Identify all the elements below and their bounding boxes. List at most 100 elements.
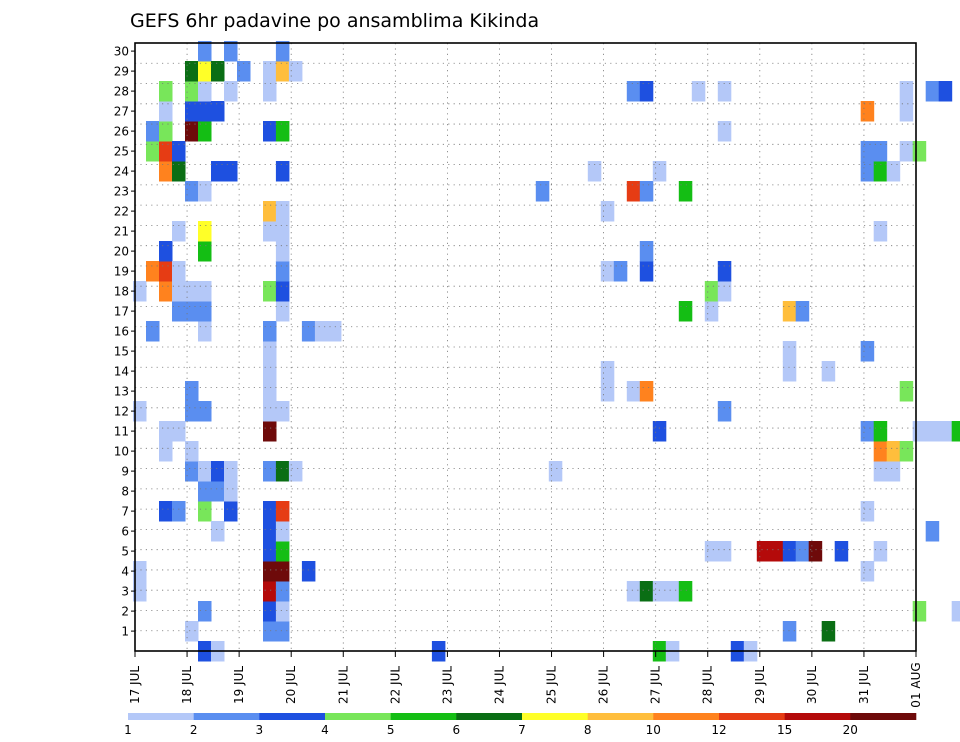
heatmap-cell (873, 141, 888, 162)
colorbar-label: 4 (321, 723, 329, 737)
heatmap-cell (172, 221, 186, 242)
heatmap-cell (899, 81, 914, 102)
heatmap-cell (198, 481, 212, 502)
heatmap-cell (314, 321, 329, 342)
heatmap-cell (185, 101, 199, 122)
heatmap-cell (224, 161, 238, 182)
heatmap-cell (834, 541, 849, 562)
heatmap-cell (275, 401, 290, 422)
x-tick-label: 26 JUL (597, 666, 611, 704)
heatmap-cell (263, 421, 277, 442)
heatmap-cell (652, 161, 667, 182)
heatmap-cell (198, 321, 212, 342)
heatmap-cell (821, 361, 836, 382)
colorbar-swatch (193, 713, 260, 720)
heatmap-cell (263, 341, 277, 362)
heatmap-cell (639, 581, 654, 602)
heatmap-cell (873, 541, 888, 562)
heatmap-cell (938, 421, 953, 442)
heatmap-cell (237, 61, 251, 82)
colorbar-swatch (850, 713, 917, 720)
heatmap-cell (899, 101, 914, 122)
heatmap-cell (275, 201, 290, 222)
heatmap-cell (172, 281, 186, 302)
y-tick-label: 18 (114, 285, 129, 299)
heatmap-cell (133, 581, 147, 602)
heatmap-cell (925, 521, 940, 542)
y-tick-label: 26 (114, 125, 129, 139)
heatmap-cell (795, 541, 810, 562)
heatmap-cell (198, 401, 212, 422)
heatmap-cell (873, 441, 888, 462)
heatmap-cells (133, 41, 960, 662)
heatmap-cell (548, 461, 563, 482)
heatmap-cell (717, 281, 732, 302)
heatmap-cell (185, 461, 199, 482)
heatmap-cell (275, 261, 290, 282)
heatmap-cell (678, 581, 693, 602)
heatmap-cell (275, 581, 290, 602)
heatmap-cell (782, 301, 797, 322)
colorbar-swatch (784, 713, 851, 720)
colorbar-label: 20 (843, 723, 858, 737)
heatmap-cell (860, 161, 875, 182)
heatmap-cell (912, 141, 927, 162)
heatmap-cell (678, 181, 693, 202)
heatmap-cell (185, 61, 199, 82)
heatmap-cell (275, 621, 290, 642)
heatmap-cell (198, 41, 212, 62)
heatmap-cell (912, 421, 927, 442)
heatmap-cell (211, 521, 225, 542)
colorbar-swatch (456, 713, 523, 720)
heatmap-cell (146, 121, 160, 142)
heatmap-cell (159, 121, 173, 142)
heatmap-cell (224, 481, 238, 502)
heatmap-cell (211, 101, 225, 122)
y-tick-label: 1 (121, 625, 129, 639)
heatmap-cell (263, 541, 277, 562)
y-tick-label: 9 (121, 465, 129, 479)
heatmap-cell (925, 81, 940, 102)
heatmap-cell (600, 361, 615, 382)
y-tick-label: 23 (114, 185, 129, 199)
x-axis-ticks: 17 JUL 18 JUL 19 JUL 20 JUL 21 JUL 22 JUL 23 J… (128, 651, 923, 708)
heatmap-cell (899, 141, 914, 162)
heatmap-cell (198, 81, 212, 102)
heatmap-cell (275, 601, 290, 622)
colorbar-label: 1 (124, 723, 132, 737)
heatmap-cell (639, 241, 654, 262)
heatmap-cell (275, 121, 290, 142)
heatmap-cell (185, 181, 199, 202)
heatmap-cell (873, 461, 888, 482)
colorbar-swatch (128, 713, 194, 720)
heatmap-cell (652, 421, 667, 442)
y-tick-label: 22 (114, 205, 129, 219)
y-tick-label: 4 (121, 565, 129, 579)
heatmap-cell (288, 61, 303, 82)
heatmap-cell (198, 281, 212, 302)
heatmap-cell (860, 141, 875, 162)
heatmap-cell (275, 221, 290, 242)
heatmap-cell (198, 181, 212, 202)
heatmap-cell (587, 161, 602, 182)
y-tick-label: 19 (114, 265, 129, 279)
heatmap-cell (275, 521, 290, 542)
heatmap-cell (782, 341, 797, 362)
heatmap-cell (704, 281, 719, 302)
y-tick-label: 13 (114, 385, 129, 399)
heatmap-cell (795, 301, 810, 322)
colorbar-label: 10 (646, 723, 661, 737)
heatmap-cell (717, 81, 732, 102)
heatmap-cell (275, 161, 290, 182)
heatmap-cell (600, 261, 615, 282)
colorbar-label: 7 (518, 723, 526, 737)
heatmap-cell (263, 281, 277, 302)
heatmap-cell (198, 61, 212, 82)
heatmap-cell (133, 561, 147, 582)
heatmap-cell (639, 181, 654, 202)
heatmap-cell (860, 341, 875, 362)
colorbar-swatch (390, 713, 457, 720)
y-tick-label: 24 (114, 165, 129, 179)
heatmap-cell (886, 461, 901, 482)
heatmap-cell (925, 421, 940, 442)
